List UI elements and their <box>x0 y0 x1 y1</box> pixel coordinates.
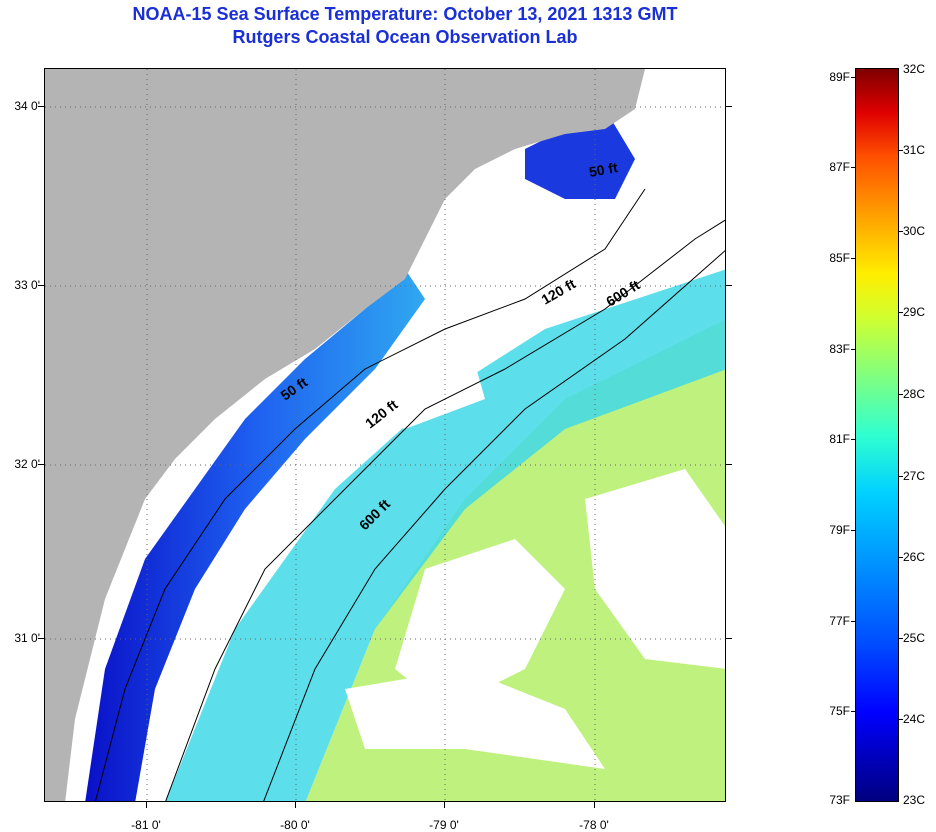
colorbar-c-label: 26C <box>903 550 926 564</box>
lat-tick <box>726 464 732 465</box>
colorbar-f-label: 79F <box>829 523 850 537</box>
cloud-patch <box>395 539 565 709</box>
colorbar-f-label: 81F <box>829 432 850 446</box>
colorbar-tick <box>851 167 855 168</box>
colorbar-tick <box>851 258 855 259</box>
cloud-patch <box>425 159 685 319</box>
lat-tick <box>726 638 732 639</box>
colorbar-f-label: 77F <box>829 614 850 628</box>
lat-tick <box>38 464 44 465</box>
colorbar-tick <box>899 312 903 313</box>
colorbar-f-label: 85F <box>829 251 850 265</box>
lon-label: -81 0' <box>131 818 161 832</box>
mid-water-region <box>165 269 725 801</box>
colorbar-tick <box>899 231 903 232</box>
colorbar-tick <box>899 150 903 151</box>
colorbar-c-label: 27C <box>903 469 926 483</box>
colorbar-f-label: 83F <box>829 342 850 356</box>
lat-tick <box>38 106 44 107</box>
lat-tick <box>38 638 44 639</box>
colorbar-tick <box>851 349 855 350</box>
colorbar-f-label: 73F <box>829 793 850 807</box>
colorbar-tick <box>899 719 903 720</box>
colorbar-tick <box>851 621 855 622</box>
colorbar-tick <box>851 77 855 78</box>
lat-tick <box>726 285 732 286</box>
temperature-colorbar <box>855 68 899 802</box>
colorbar-tick <box>851 439 855 440</box>
contour-label: 50 ft <box>588 159 619 180</box>
isobath-120ft <box>165 219 725 801</box>
colorbar-tick <box>851 711 855 712</box>
cold-water-patch <box>525 109 635 199</box>
lon-label: -78 0' <box>579 818 609 832</box>
colorbar-c-label: 23C <box>903 793 926 807</box>
map-title: NOAA-15 Sea Surface Temperature: October… <box>132 4 678 24</box>
lon-label: -79 0' <box>429 818 459 832</box>
colorbar-tick <box>899 557 903 558</box>
colorbar-c-label: 25C <box>903 631 926 645</box>
isobath-50ft <box>95 188 646 801</box>
colorbar-tick <box>851 530 855 531</box>
colorbar-c-label: 28C <box>903 387 926 401</box>
colorbar-f-label: 89F <box>829 70 850 84</box>
map-subtitle: Rutgers Coastal Ocean Observation Lab <box>232 27 578 47</box>
isobath-600ft <box>263 250 725 801</box>
lat-tick <box>726 106 732 107</box>
sst-map: 50 ft 120 ft 600 ft 50 ft 120 ft 600 ft <box>44 68 726 802</box>
lat-tick <box>38 285 44 286</box>
lon-tick <box>295 802 296 808</box>
lat-label: 32 0' <box>14 457 40 471</box>
colorbar-c-label: 30C <box>903 224 926 238</box>
colorbar-tick <box>899 638 903 639</box>
lat-label: 34 0' <box>14 99 40 113</box>
colorbar-c-label: 24C <box>903 712 926 726</box>
colorbar-c-label: 31C <box>903 143 926 157</box>
sst-map-canvas: 50 ft 120 ft 600 ft 50 ft 120 ft 600 ft <box>45 69 725 801</box>
cloud-patch <box>345 669 605 769</box>
colorbar-tick <box>899 394 903 395</box>
colorbar-tick <box>899 476 903 477</box>
colorbar-f-label: 75F <box>829 704 850 718</box>
lat-label: 31 0' <box>14 631 40 645</box>
lon-tick <box>594 802 595 808</box>
colorbar-f-label: 87F <box>829 160 850 174</box>
cloud-patch <box>585 469 725 669</box>
lon-tick <box>444 802 445 808</box>
colorbar-c-label: 32C <box>903 62 926 76</box>
colorbar-c-label: 29C <box>903 305 926 319</box>
lat-label: 33 0' <box>14 278 40 292</box>
cold-coastal-water <box>85 269 425 801</box>
land-mass <box>45 69 645 801</box>
lon-label: -80 0' <box>280 818 310 832</box>
lon-tick <box>146 802 147 808</box>
